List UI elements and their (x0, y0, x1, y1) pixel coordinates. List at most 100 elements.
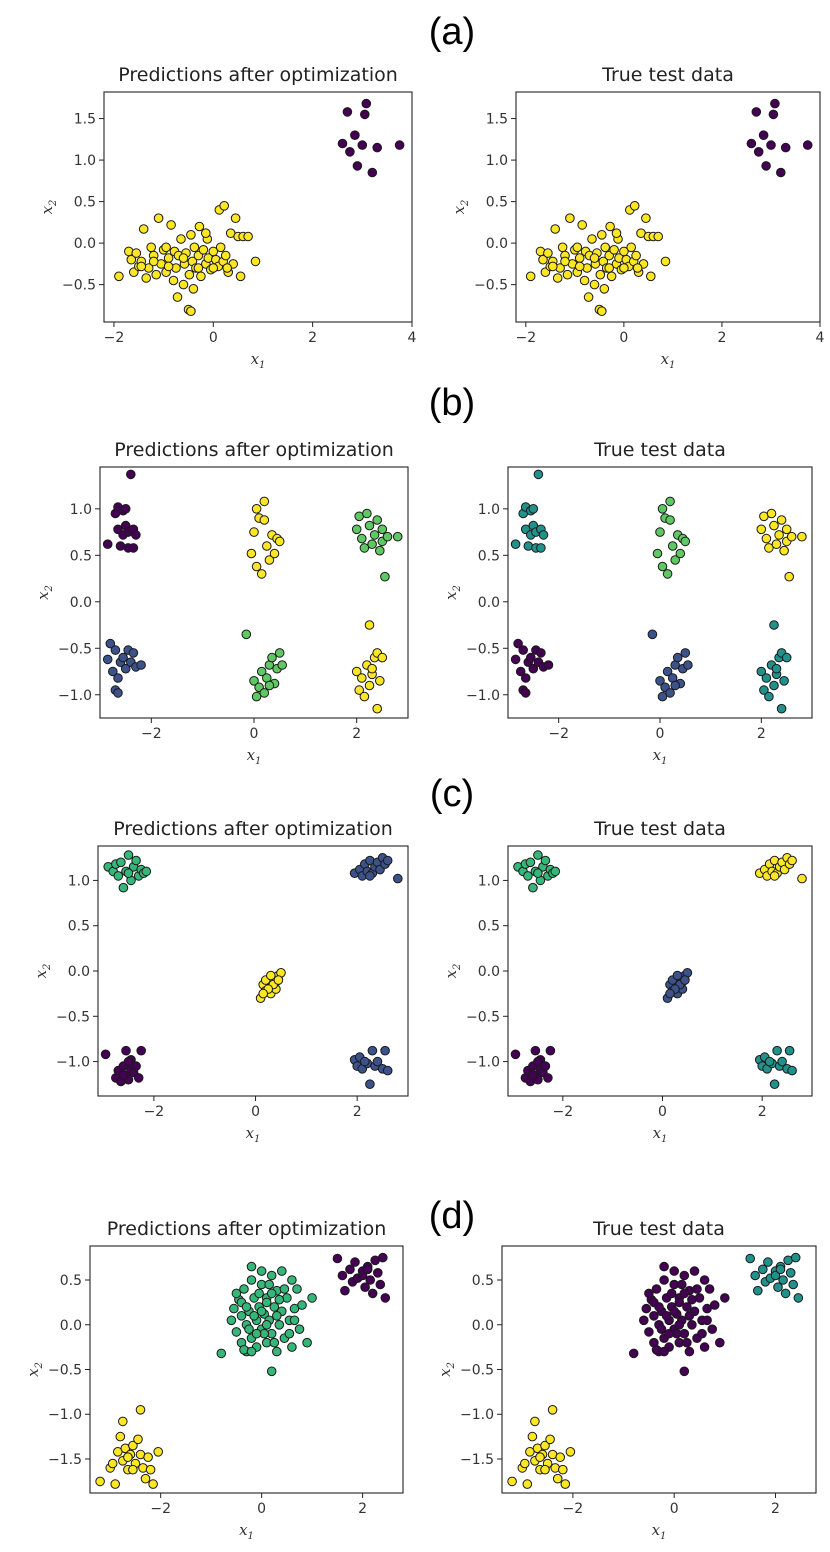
data-point (273, 975, 284, 985)
data-point (653, 231, 664, 242)
data-point (235, 271, 246, 282)
data-point (707, 1324, 718, 1334)
data-point (340, 1285, 350, 1296)
data-point (758, 1264, 768, 1275)
data-point (256, 1266, 267, 1276)
y-tick-label: 0.5 (68, 919, 90, 935)
data-point (287, 1342, 297, 1352)
data-point (793, 1293, 804, 1303)
data-point (660, 256, 671, 267)
data-point (510, 1049, 521, 1060)
data-point (657, 561, 668, 572)
y-tick-label: −1.0 (48, 1407, 82, 1423)
data-point (679, 1288, 690, 1299)
data-point (665, 496, 675, 507)
data-point (666, 1288, 677, 1299)
scatter-plot-4: True test data −2 0 2 −1.0 −0.5 0.0 0.5 1.0 x1 x2 (442, 439, 813, 767)
y-tick-label: −0.5 (460, 1363, 494, 1379)
scatter-plot-5: Predictions after optimization −2 0 2 −1.0 −0… (32, 818, 409, 1145)
data-point (274, 648, 285, 658)
data-point (674, 1320, 685, 1330)
data-point (297, 1300, 307, 1310)
plot-title: Predictions after optimization (114, 439, 394, 461)
data-point (302, 1337, 312, 1348)
data-point (599, 284, 610, 294)
data-point (526, 652, 536, 663)
data-point (687, 1320, 697, 1330)
data-point (560, 1479, 571, 1489)
data-point (239, 1284, 249, 1294)
data-point (574, 261, 585, 272)
data-point (597, 230, 607, 240)
data-point (784, 1045, 795, 1056)
data-point (540, 1061, 551, 1071)
data-point (672, 652, 683, 663)
data-point (746, 138, 757, 149)
scatter-plot-2: True test data −2 0 2 4 −0.5 0.0 0.5 1.0 1.5 x1 x2 (450, 64, 825, 371)
data-point (161, 242, 171, 253)
data-point (354, 685, 365, 695)
y-tick-label: −1.0 (56, 1055, 90, 1071)
data-point (641, 1303, 652, 1314)
data-point (680, 975, 690, 985)
data-point (249, 676, 259, 686)
data-point (118, 882, 129, 893)
data-point (251, 691, 262, 702)
data-point (609, 245, 619, 255)
data-point (380, 1045, 390, 1056)
data-point (552, 1473, 563, 1484)
data-point (510, 539, 521, 550)
data-point (684, 1346, 695, 1357)
data-point (769, 620, 779, 630)
y-axis-label: x2 (442, 585, 463, 600)
data-point (372, 142, 383, 153)
data-point (121, 1045, 131, 1056)
x-tick-label: 0 (619, 330, 628, 346)
x-tick-label: 0 (250, 726, 259, 742)
data-point (108, 666, 118, 677)
plot-title: True test data (592, 1218, 725, 1240)
y-axis-label: x2 (32, 964, 53, 979)
data-point (776, 167, 786, 178)
data-point (337, 138, 348, 149)
data-point (128, 648, 139, 658)
data-point (372, 515, 383, 525)
data-point (220, 250, 231, 261)
plot-title: True test data (601, 64, 734, 86)
data-point (249, 527, 259, 537)
x-axis-label: x1 (653, 1124, 668, 1145)
data-point (550, 224, 561, 234)
x-tick-label: −2 (150, 1501, 171, 1517)
data-point (272, 1346, 282, 1357)
data-point (597, 306, 607, 317)
data-point (533, 868, 543, 879)
data-point (699, 1275, 710, 1285)
data-point (365, 1275, 376, 1285)
y-tick-label: −0.5 (56, 1009, 90, 1025)
data-point (250, 256, 261, 267)
y-axis-label: x2 (442, 964, 463, 979)
plot-title: True test data (593, 439, 726, 461)
data-point (222, 263, 232, 273)
data-point (776, 515, 787, 525)
data-point (770, 1270, 781, 1281)
data-point (771, 663, 782, 674)
data-point (775, 1264, 786, 1275)
y-tick-label: −0.5 (474, 278, 508, 294)
data-point (184, 269, 195, 280)
y-tick-label: −1.0 (58, 688, 92, 704)
data-point (759, 685, 769, 695)
data-point (670, 680, 681, 691)
data-point (262, 541, 272, 551)
data-point (562, 269, 573, 280)
data-point (375, 545, 385, 556)
data-point (771, 539, 782, 550)
x-tick-label: −2 (548, 726, 569, 742)
data-point (350, 1257, 360, 1267)
y-tick-label: −1.0 (460, 1407, 494, 1423)
data-point (679, 1270, 690, 1281)
data-point (538, 254, 548, 265)
data-point (266, 970, 276, 981)
y-tick-label: 0.5 (478, 548, 500, 564)
data-point (513, 638, 523, 649)
